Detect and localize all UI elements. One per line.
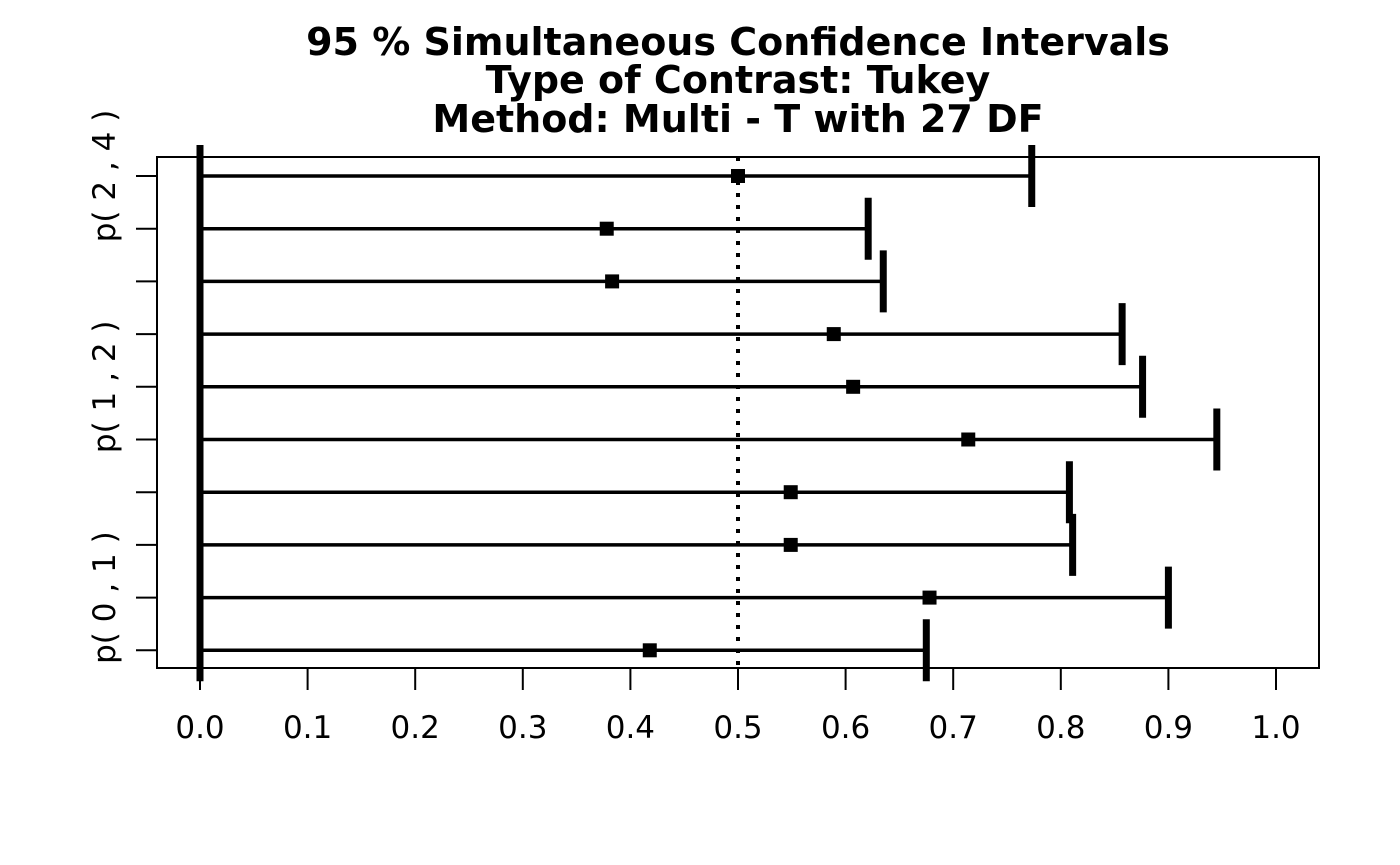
x-tick-label: 0.4 <box>606 710 655 746</box>
x-tick-label: 0.0 <box>175 710 224 746</box>
x-tick-label: 1.0 <box>1251 710 1300 746</box>
estimate-point <box>605 274 620 289</box>
x-tick-label: 0.1 <box>283 710 332 746</box>
estimate-point <box>642 643 657 658</box>
title-line: 95 % Simultaneous Confidence Intervals <box>306 20 1170 64</box>
estimate-point <box>599 221 614 236</box>
estimate-point <box>783 485 798 500</box>
estimate-point <box>826 327 841 342</box>
y-tick-label: p( 1 , 2 ) <box>87 321 123 454</box>
y-tick-label: p( 2 , 4 ) <box>87 110 123 243</box>
chart-title: 95 % Simultaneous Confidence IntervalsTy… <box>306 20 1170 141</box>
x-axis: 0.0 0.1 0.2 0.3 0.4 0.5 0.6 0.7 0.8 0.9 1.0 <box>175 667 1301 746</box>
estimate-point <box>961 432 976 447</box>
title-line: Method: Multi - T with 27 DF <box>432 97 1043 141</box>
estimate-point <box>783 537 798 552</box>
x-tick-label: 0.8 <box>1036 710 1085 746</box>
x-tick-label: 0.7 <box>929 710 978 746</box>
y-tick-label: p( 0 , 1 ) <box>87 531 123 664</box>
x-tick-label: 0.2 <box>391 710 440 746</box>
title-line: Type of Contrast: Tukey <box>486 58 991 102</box>
estimate-point <box>731 169 745 183</box>
x-tick-label: 0.5 <box>713 710 762 746</box>
estimate-point <box>846 379 861 394</box>
y-axis: p( 2 , 4 ) p( 1 , 2 ) p( 0 , 1 ) <box>87 110 157 664</box>
x-tick-label: 0.9 <box>1144 710 1193 746</box>
x-tick-label: 0.3 <box>498 710 547 746</box>
x-tick-label: 0.6 <box>821 710 870 746</box>
interval-marks <box>196 145 1221 682</box>
estimate-point <box>922 590 937 605</box>
